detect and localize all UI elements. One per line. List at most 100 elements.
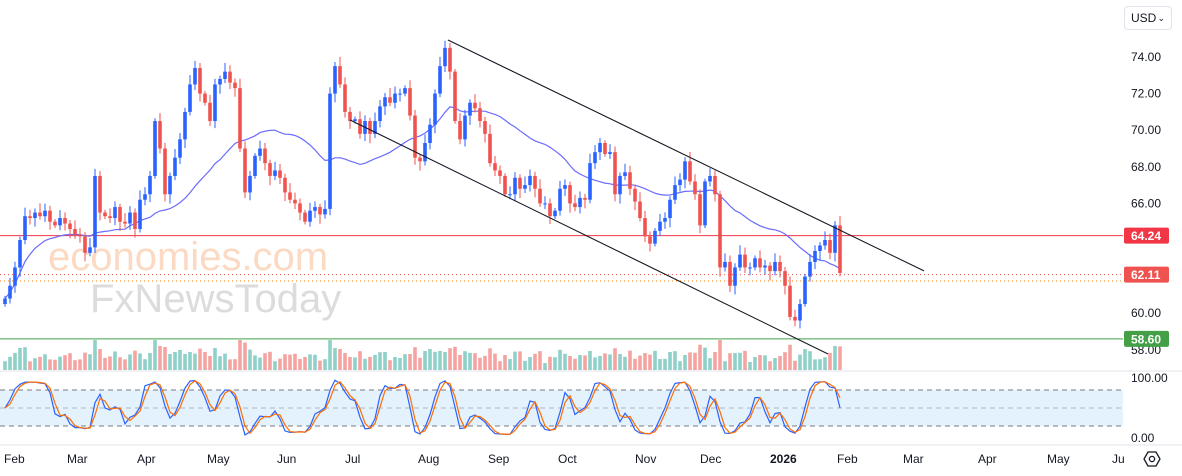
time-tick-label: May	[1047, 452, 1070, 466]
candle	[578, 191, 582, 214]
candle	[808, 254, 812, 282]
stochastic-k-line	[4, 379, 841, 436]
candle-body	[273, 170, 277, 176]
volume-bar	[368, 356, 372, 370]
candle-body	[823, 240, 827, 246]
volume-bar	[323, 359, 327, 370]
candle	[78, 228, 82, 243]
candle	[463, 109, 467, 147]
candle	[618, 172, 622, 204]
time-tick-label: May	[207, 452, 230, 466]
candle	[403, 85, 407, 97]
volume-bar	[148, 353, 152, 370]
candle	[443, 40, 447, 72]
candle	[813, 245, 817, 270]
candle	[288, 183, 292, 204]
volume-bar	[193, 353, 197, 370]
volume-bar	[423, 351, 427, 370]
candle	[393, 86, 397, 109]
stochastic-tick-label: 0.00	[1131, 431, 1155, 445]
candle-body	[233, 82, 237, 89]
candle	[373, 112, 377, 139]
candle-body	[613, 152, 617, 195]
candle-body	[498, 170, 502, 176]
volume-bar	[483, 355, 487, 370]
candle-body	[773, 261, 777, 272]
price-axis[interactable]: 74.0072.0070.0068.0066.0060.0058.00100.0…	[1131, 50, 1168, 445]
volume-bar	[343, 353, 347, 370]
candle	[213, 78, 217, 129]
chevron-down-icon: ⌄	[1157, 12, 1165, 23]
candle-body	[193, 67, 197, 85]
volume-bar	[528, 357, 532, 370]
candle-body	[118, 207, 122, 222]
channel-upper-line[interactable]	[447, 39, 925, 272]
time-tick-label: Jul	[345, 452, 360, 466]
candle	[438, 56, 442, 98]
trend-channel[interactable]	[349, 39, 925, 355]
volume-bar	[73, 360, 77, 370]
volume-bar	[548, 356, 552, 370]
volume-bar	[98, 349, 102, 370]
volume-bar	[133, 350, 137, 370]
candle-body	[763, 265, 767, 268]
candle-body	[413, 115, 417, 158]
volume-bars	[3, 340, 842, 370]
candle-body	[533, 175, 537, 189]
candle	[413, 109, 417, 165]
volume-bar	[723, 361, 727, 370]
candle	[528, 169, 532, 192]
volume-bar	[783, 352, 787, 370]
candle-body	[588, 163, 592, 200]
candle	[278, 164, 282, 185]
price-tick-label: 74.00	[1131, 50, 1161, 64]
horizontal-levels[interactable]	[0, 235, 1123, 340]
gear-hexagon-icon[interactable]	[1143, 450, 1161, 468]
volume-bar	[328, 340, 332, 370]
candle	[398, 88, 402, 102]
candle	[108, 208, 112, 223]
candle	[83, 232, 87, 262]
channel-lower-line[interactable]	[349, 119, 829, 355]
volume-bar	[388, 360, 392, 370]
candle	[38, 203, 42, 220]
candle	[793, 309, 797, 327]
volume-bar	[638, 355, 642, 370]
volume-bar	[683, 355, 687, 370]
volume-bar	[163, 347, 167, 370]
candle	[658, 213, 662, 236]
candle-body	[153, 121, 157, 176]
volume-bar	[648, 354, 652, 370]
stochastic-band	[0, 389, 1123, 427]
candle-body	[753, 258, 757, 268]
candle-body	[628, 172, 632, 189]
candle-body	[338, 66, 342, 85]
candle-body	[468, 102, 472, 116]
candle-body	[303, 212, 307, 222]
volume-bar	[623, 356, 627, 370]
candle	[583, 193, 587, 209]
candle	[348, 106, 352, 129]
candle-body	[833, 225, 837, 253]
time-tick-label: Oct	[558, 452, 577, 466]
candle	[503, 173, 507, 197]
volume-bar	[653, 350, 657, 370]
candle-body	[53, 221, 57, 226]
volume-bar	[238, 340, 242, 370]
volume-bar	[283, 354, 287, 370]
candle-body	[808, 261, 812, 277]
volume-bar	[253, 355, 257, 370]
volume-bar	[33, 358, 37, 370]
currency-selector[interactable]: USD ⌄	[1124, 6, 1172, 30]
candle	[3, 295, 7, 307]
volume-bar	[603, 353, 607, 370]
time-axis[interactable]: Feb Mar Apr May Jun Jul Aug Sep Oct Nov Dec 2026 Feb…	[4, 452, 1125, 466]
price-badges: 64.24 62.11 58.60	[1124, 227, 1169, 347]
candle-body	[783, 271, 787, 286]
candle-body	[398, 93, 402, 95]
volume-bar	[248, 349, 252, 370]
volume-bar	[158, 346, 162, 370]
candle	[168, 172, 172, 204]
candle	[523, 176, 527, 193]
